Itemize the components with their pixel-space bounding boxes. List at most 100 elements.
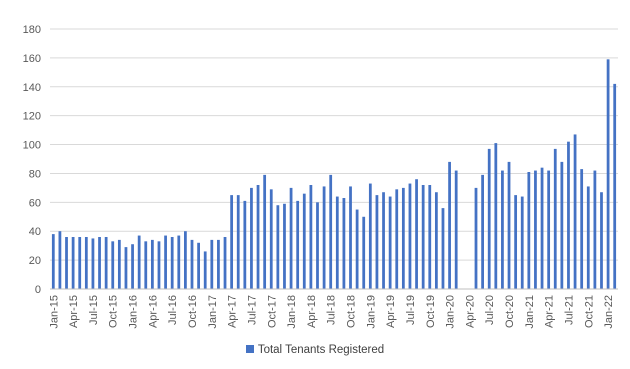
x-tick-label: Oct-17 [266,295,278,328]
gridlines [50,28,618,261]
bar-dec-20 [520,196,524,289]
bar-feb-15 [58,231,62,289]
x-tick-label: Apr-19 [385,295,397,328]
bar-nov-17 [276,205,280,289]
x-tick-label: Apr-18 [306,295,318,328]
bar-jun-15 [84,237,88,289]
bar-nov-18 [355,209,359,289]
bar-aug-15 [98,237,101,289]
bar-jun-17 [243,200,247,289]
bar-jun-20 [481,174,484,289]
bar-feb-21 [534,170,537,289]
y-tick-label: 180 [23,24,41,36]
bar-jun-16 [164,235,167,289]
y-tick-label: 40 [29,226,41,238]
bar-oct-18 [349,186,352,289]
bar-jan-20 [448,161,451,289]
bar-jun-21 [560,161,564,289]
bar-may-17 [236,195,240,289]
x-tick-label: Jan-18 [286,295,298,329]
bars [51,59,617,290]
bar-feb-18 [296,200,300,289]
x-tick-label: Jul-16 [167,295,179,325]
x-tick-label: Jan-21 [524,295,536,329]
x-tick-label: Jul-17 [246,295,258,325]
bar-nov-19 [434,192,438,289]
bar-feb-16 [137,235,141,289]
x-tick-label: Jul-15 [88,295,100,325]
bar-jul-21 [567,141,570,289]
bar-aug-17 [256,185,260,289]
x-tick-label: Jan-16 [128,295,140,329]
x-tick-label: Oct-16 [187,295,199,328]
bar-sep-19 [421,185,425,289]
bar-jul-19 [408,183,412,289]
bar-dec-18 [362,216,366,289]
bar-apr-21 [547,170,551,289]
y-tick-label: 0 [35,284,41,296]
x-tick-label: Jul-18 [326,295,338,325]
bar-jan-15 [51,234,55,289]
bar-feb-19 [375,195,379,289]
bar-oct-20 [507,161,511,289]
bar-aug-18 [335,196,339,289]
bar-jan-17 [210,239,214,289]
bar-may-18 [316,202,319,289]
bar-jan-18 [289,187,293,289]
bar-nov-20 [514,195,518,289]
bar-dec-16 [203,251,207,289]
y-tick-label: 20 [29,255,41,267]
bar-nov-15 [117,239,121,289]
bar-sep-15 [104,237,108,289]
bar-may-15 [78,237,82,289]
bar-oct-16 [190,239,194,289]
x-tick-label: Jan-20 [445,295,457,329]
bar-mar-21 [540,167,544,289]
bar-jun-19 [401,187,405,289]
x-tick-label: Oct-20 [504,295,516,328]
bar-nov-16 [197,242,200,289]
x-tick-label: Jul-19 [405,295,417,325]
bar-apr-15 [71,237,75,289]
bar-jan-21 [527,172,531,289]
bar-oct-17 [269,189,273,289]
bar-dec-19 [441,208,445,289]
bar-may-21 [553,148,557,289]
bar-mar-18 [302,193,306,289]
y-tick-label: 140 [23,82,41,94]
x-tick-label: Jul-21 [563,295,575,325]
bar-jul-18 [329,174,333,289]
bar-may-20 [474,187,478,289]
x-tick-label: Oct-15 [108,295,120,328]
bar-apr-17 [230,195,234,289]
x-tick-label: Oct-19 [425,295,437,328]
bar-jun-18 [322,186,326,289]
x-tick-label: Apr-21 [544,295,556,328]
bar-feb-20 [454,170,458,289]
bar-dec-21 [600,192,603,289]
x-tick-label: Apr-20 [464,295,476,328]
bar-aug-21 [573,134,577,289]
y-tick-label: 100 [23,140,41,152]
y-tick-label: 60 [29,197,41,209]
bar-sep-21 [580,169,584,289]
x-tick-label: Jan-15 [48,295,60,329]
bar-mar-19 [382,192,385,289]
x-tick-label: Oct-18 [346,295,358,328]
x-tick-label: Apr-16 [147,295,159,328]
x-tick-label: Apr-17 [227,295,239,328]
y-tick-label: 120 [23,111,41,123]
x-tick-label: Jan-17 [207,295,219,329]
bar-dec-17 [283,203,286,289]
legend-label: Total Tenants Registered [257,344,385,356]
y-tick-label: 80 [29,168,41,180]
bar-jul-16 [170,237,174,289]
bar-apr-18 [309,185,313,289]
x-tick-label: Jan-22 [603,295,615,329]
bar-feb-22 [613,83,617,289]
bar-may-19 [395,189,399,289]
bar-jul-17 [250,187,253,289]
bar-apr-16 [150,239,154,289]
bar-aug-20 [494,143,498,289]
